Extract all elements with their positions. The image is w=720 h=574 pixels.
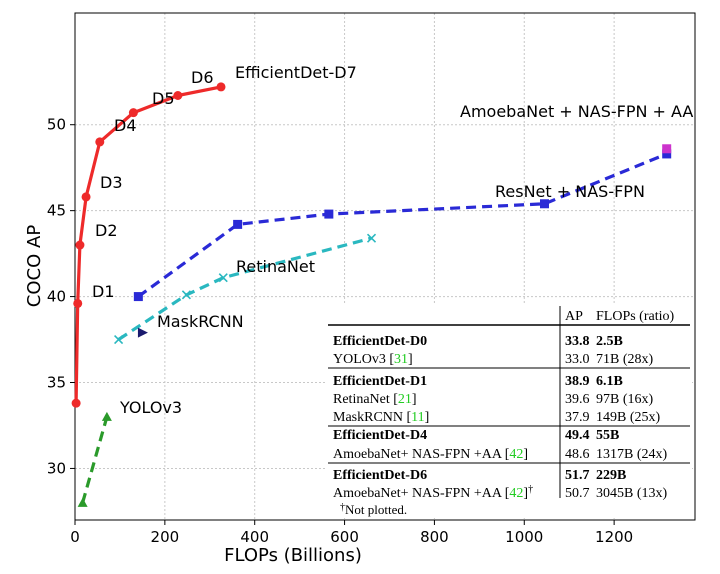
table-row-model: AmoebaNet+ NAS-FPN +AA [42]† bbox=[333, 484, 533, 501]
y-tick-label: 40 bbox=[47, 288, 66, 306]
table-row-ap: 38.9 bbox=[565, 374, 590, 389]
annotation-label: MaskRCNN bbox=[157, 312, 244, 331]
data-point-special bbox=[137, 327, 148, 338]
x-tick-label: 800 bbox=[420, 528, 449, 546]
annotation-label: EfficientDet-D7 bbox=[235, 63, 357, 82]
series-retinanet bbox=[114, 233, 377, 345]
series-line bbox=[137, 152, 668, 298]
annotation-layer: EfficientDet-D7 D6 D5 D4 D3 D2 D1 AmoebaNet + N… bbox=[92, 63, 693, 417]
data-point bbox=[77, 497, 88, 507]
data-point bbox=[75, 240, 85, 250]
data-point bbox=[95, 137, 105, 147]
table-row-flops: 1317B (24x) bbox=[596, 447, 668, 462]
x-tick-label: 600 bbox=[330, 528, 359, 546]
plot-frame bbox=[74, 12, 696, 521]
table-row-ap: 33.8 bbox=[565, 334, 590, 349]
table-header-ap: AP bbox=[565, 309, 583, 324]
data-point bbox=[133, 292, 143, 302]
annotation-label: D2 bbox=[95, 221, 118, 240]
y-tick-label: 30 bbox=[47, 459, 66, 477]
table-row-model: MaskRCNN [11] bbox=[333, 410, 429, 425]
table-row-flops: 55B bbox=[596, 428, 619, 443]
data-point bbox=[114, 334, 124, 345]
series-layer bbox=[71, 82, 672, 507]
axis-ticks: 0 200 400 600 800 1000 1200 30 35 40 45 50 bbox=[47, 116, 633, 546]
table-row-flops: 229B bbox=[596, 468, 626, 483]
table-row-model: EfficientDet-D0 bbox=[333, 334, 427, 349]
data-point bbox=[539, 199, 549, 209]
table-row-flops: 71B (28x) bbox=[596, 352, 654, 367]
data-point bbox=[71, 398, 81, 408]
series-line bbox=[74, 85, 222, 404]
data-point bbox=[101, 411, 112, 421]
annotation-label: RetinaNet bbox=[236, 257, 315, 276]
x-axis-label: FLOPs (Billions) bbox=[224, 545, 362, 566]
table-row-model: RetinaNet [21] bbox=[333, 392, 417, 407]
y-tick-label: 45 bbox=[47, 202, 66, 220]
annotation-label: YOLOv3 bbox=[119, 398, 182, 417]
table-row-model: EfficientDet-D1 bbox=[333, 374, 427, 389]
data-point bbox=[128, 108, 138, 118]
table-row-ap: 33.0 bbox=[565, 352, 590, 367]
table-header-flops: FLOPs (ratio) bbox=[596, 309, 675, 324]
table-row-ap: 39.6 bbox=[565, 392, 590, 407]
data-point bbox=[233, 219, 243, 229]
x-tick-label: 1000 bbox=[505, 528, 543, 546]
table-row-model: EfficientDet-D6 bbox=[333, 468, 427, 483]
data-point bbox=[324, 209, 334, 219]
table-footnote: †Not plotted. bbox=[340, 502, 407, 517]
table-row-flops: 3045B (13x) bbox=[596, 486, 668, 501]
series-line bbox=[117, 236, 372, 341]
table-row-flops: 2.5B bbox=[596, 334, 623, 349]
series-amoebanet-nas-fpn-aa bbox=[133, 149, 672, 302]
table-row-ap: 37.9 bbox=[565, 410, 590, 425]
table-row-flops: 97B (16x) bbox=[596, 392, 654, 407]
data-point bbox=[73, 298, 83, 308]
table-row-ap: 51.7 bbox=[565, 468, 590, 483]
table-row-ap: 50.7 bbox=[565, 486, 590, 501]
table-row-flops: 6.1B bbox=[596, 374, 623, 389]
table-row-model: YOLOv3 [31] bbox=[333, 352, 413, 367]
series-line bbox=[81, 416, 109, 504]
table-row-ap: 49.4 bbox=[565, 428, 590, 443]
data-point bbox=[173, 90, 183, 100]
table-row-model: AmoebaNet+ NAS-FPN +AA [42] bbox=[333, 447, 528, 462]
series-yolov3 bbox=[77, 411, 112, 507]
annotation-label: D6 bbox=[191, 68, 214, 87]
table-row-flops: 149B (25x) bbox=[596, 410, 661, 425]
table-row-ap: 48.6 bbox=[565, 447, 590, 462]
y-axis-label: COCO AP bbox=[24, 225, 45, 308]
data-point bbox=[366, 233, 377, 243]
data-point bbox=[218, 273, 228, 283]
y-tick-label: 50 bbox=[47, 116, 66, 134]
annotation-label: D1 bbox=[92, 282, 115, 301]
annotation-label: D5 bbox=[152, 89, 175, 108]
x-tick-label: 200 bbox=[151, 528, 180, 546]
data-point bbox=[181, 290, 191, 300]
annotation-label: D3 bbox=[100, 173, 123, 192]
annotation-label: ResNet + NAS-FPN bbox=[495, 182, 645, 201]
table-row-model: EfficientDet-D4 bbox=[333, 428, 427, 443]
x-tick-label: 0 bbox=[70, 528, 80, 546]
table-background bbox=[326, 303, 692, 518]
data-point bbox=[81, 192, 91, 202]
data-point bbox=[662, 149, 672, 159]
data-point-special bbox=[662, 144, 672, 154]
annotation-label: AmoebaNet + NAS-FPN + AA bbox=[460, 102, 693, 121]
annotation-label: D4 bbox=[114, 116, 137, 135]
comparison-table: AP FLOPs (ratio) EfficientDet-D0 33.8 2.5B YO… bbox=[326, 303, 692, 518]
series-efficientdet bbox=[71, 82, 226, 408]
y-tick-label: 35 bbox=[47, 374, 66, 392]
data-point bbox=[216, 82, 226, 92]
x-tick-label: 1200 bbox=[595, 528, 633, 546]
x-tick-label: 400 bbox=[240, 528, 269, 546]
